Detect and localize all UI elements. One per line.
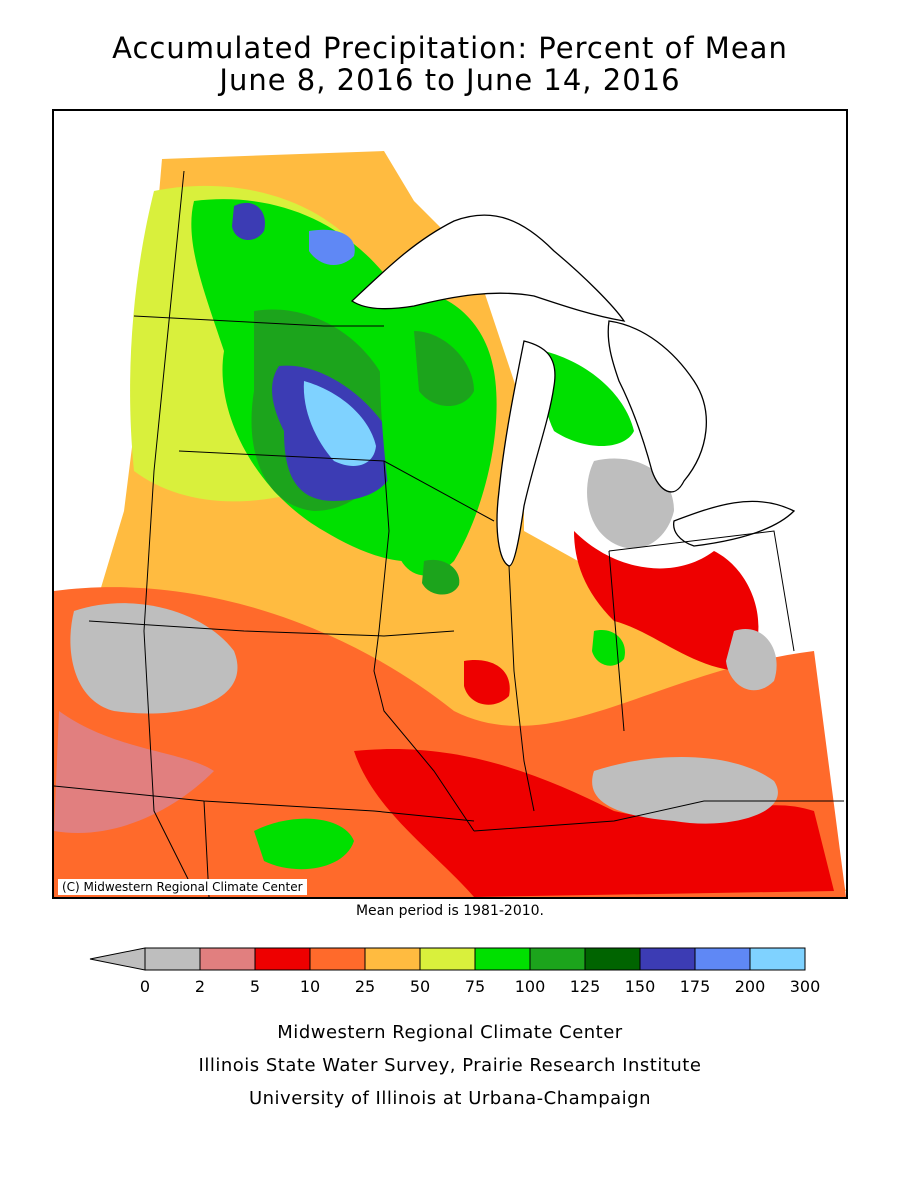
boundary-line	[54, 785, 475, 822]
legend-arrow	[89, 947, 146, 971]
lake-erie	[673, 500, 796, 547]
legend-label: 5	[249, 977, 261, 996]
legend-swatch	[749, 947, 806, 971]
precipitation-map: (C) Midwestern Regional Climate Center	[52, 109, 848, 899]
legend-swatch	[199, 947, 256, 971]
legend-swatch	[529, 947, 586, 971]
map-title: Accumulated Precipitation: Percent of Me…	[112, 31, 788, 65]
region-lightblue-core	[303, 381, 376, 466]
legend-swatch	[639, 947, 696, 971]
legend-swatch	[694, 947, 751, 971]
boundary-line	[373, 460, 475, 832]
boundary-line	[133, 315, 384, 327]
boundary-line	[608, 530, 795, 652]
region-pink-ring	[54, 711, 214, 833]
legend-label: 50	[409, 977, 431, 996]
great-lakes-layer	[350, 214, 796, 567]
color-legend	[89, 947, 806, 971]
region-blue-north	[309, 229, 355, 266]
legend-label: 100	[514, 977, 546, 996]
map-date-range: June 8, 2016 to June 14, 2016	[219, 63, 681, 97]
legend-label: 10	[299, 977, 321, 996]
lake-huron	[607, 320, 707, 493]
legend-swatch	[144, 947, 201, 971]
legend-swatch	[419, 947, 476, 971]
region-green-wisconsin	[379, 289, 497, 576]
region-darkgreen-iowa	[422, 559, 460, 595]
map-canvas	[54, 151, 846, 897]
boundary-line	[143, 170, 195, 892]
region-darkgreen-wisconsin	[414, 331, 474, 406]
credit-line: Midwestern Regional Climate Center	[277, 1022, 623, 1043]
region-gray-ohio	[726, 629, 777, 691]
mean-period-note: Mean period is 1981-2010.	[355, 903, 545, 919]
data-region-layer	[54, 151, 846, 897]
legend-label: 0	[139, 977, 151, 996]
legend-labels: 0 2 5 10 25 50 75 100 125 150 175 200 300	[0, 977, 900, 999]
region-gray-west	[70, 603, 238, 714]
legend-label: 125	[569, 977, 601, 996]
legend-label: 2	[194, 977, 206, 996]
region-green-kansas	[254, 818, 354, 870]
boundary-line	[473, 800, 844, 832]
region-red-illinois	[464, 660, 510, 705]
lake-superior	[350, 214, 626, 322]
legend-label: 25	[354, 977, 376, 996]
legend-swatch	[309, 947, 366, 971]
legend-label: 150	[624, 977, 656, 996]
region-blue-northwest	[232, 202, 265, 241]
boundary-line	[88, 620, 455, 637]
credit-line: University of Illinois at Urbana-Champai…	[248, 1088, 652, 1109]
region-gray-southeast	[592, 757, 778, 824]
legend-label: 75	[464, 977, 486, 996]
boundary-line	[608, 550, 625, 732]
state-boundaries	[54, 170, 844, 897]
legend-swatch	[254, 947, 311, 971]
lake-michigan	[496, 340, 556, 567]
region-red-east	[574, 531, 759, 671]
legend-label: 175	[679, 977, 711, 996]
region-green-michigan	[542, 351, 634, 446]
legend-swatch	[364, 947, 421, 971]
region-red-south	[354, 749, 834, 897]
credit-line: Illinois State Water Survey, Prairie Res…	[198, 1055, 702, 1076]
map-copyright: (C) Midwestern Regional Climate Center	[58, 879, 307, 895]
legend-swatch	[474, 947, 531, 971]
legend-label: 300	[789, 977, 821, 996]
legend-label: 200	[734, 977, 766, 996]
region-gray-east	[587, 458, 674, 549]
boundary-line	[508, 565, 535, 812]
legend-swatch	[584, 947, 641, 971]
